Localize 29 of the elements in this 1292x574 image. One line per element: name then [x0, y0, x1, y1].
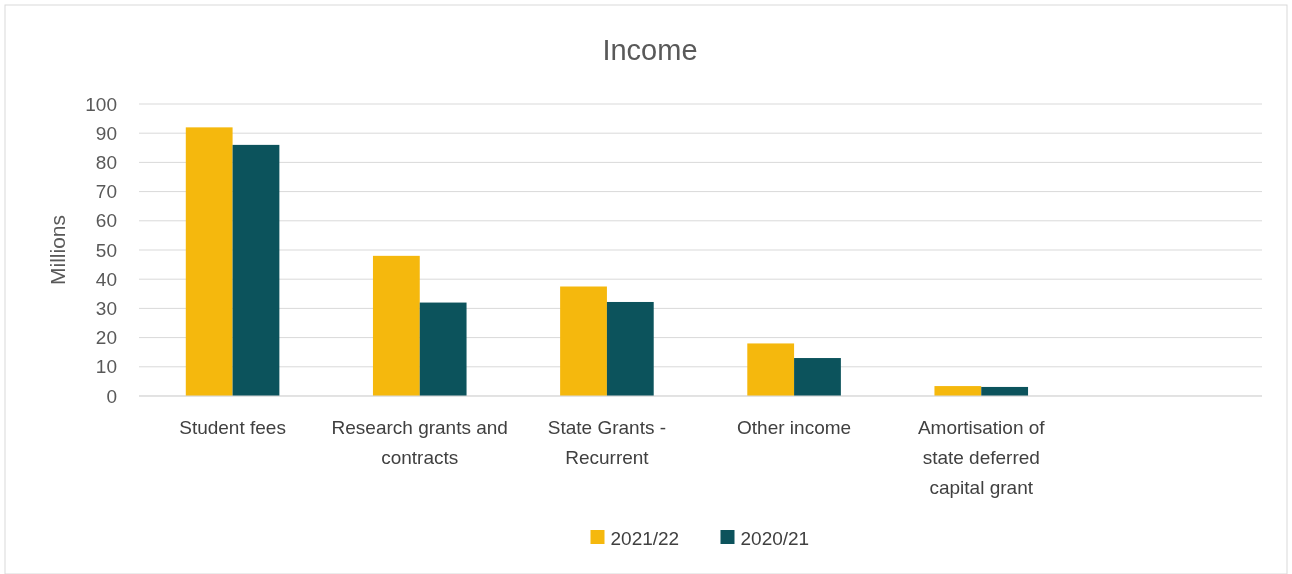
x-tick-label: Student fees [179, 417, 286, 438]
bar [185, 127, 233, 396]
bar [560, 286, 607, 396]
chart-title: Income [602, 34, 698, 66]
y-tick-label: 0 [106, 385, 117, 407]
y-tick-label: 10 [95, 356, 117, 378]
y-tick-label: 60 [95, 210, 117, 232]
y-tick-label: 70 [95, 181, 117, 203]
y-axis-title: Millions [46, 214, 69, 286]
y-tick-label: 30 [95, 298, 117, 320]
legend-label: 2021/22 [610, 527, 680, 549]
bar [794, 358, 841, 396]
y-tick-label: 80 [95, 152, 117, 174]
bar [747, 343, 795, 396]
y-tick-label: 90 [95, 122, 117, 144]
bar [419, 302, 467, 396]
y-tick-label: 20 [95, 327, 117, 349]
y-tick-label: 50 [95, 239, 117, 261]
bar [934, 386, 982, 396]
bar [606, 301, 654, 396]
y-tick-label: 100 [85, 93, 117, 115]
x-tick-label: Amortisation of state deferred capital grant [917, 417, 1046, 498]
y-tick-label: 40 [95, 268, 117, 290]
x-tick-label: Research grants and contracts [331, 417, 508, 468]
x-tick-label: State Grants - Recurrent [547, 417, 667, 468]
bar [372, 255, 420, 396]
legend-label: 2020/21 [740, 527, 810, 549]
x-tick-label: Other income [737, 417, 852, 438]
bar [232, 144, 280, 396]
